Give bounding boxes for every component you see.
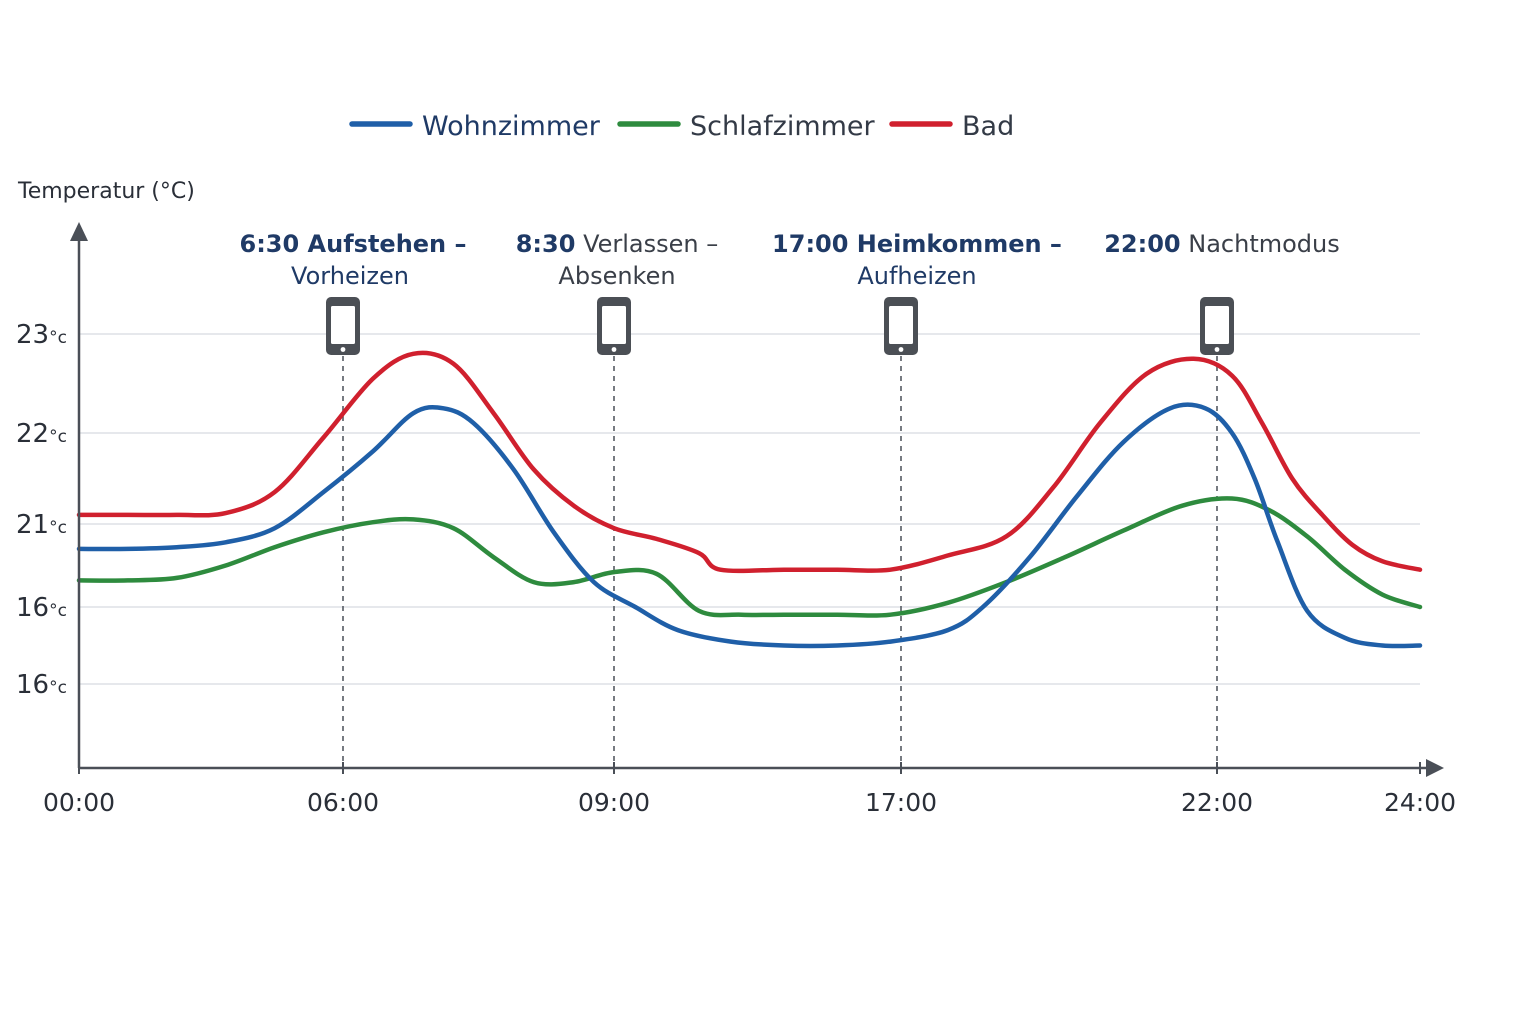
- annotation-subtitle: Vorheizen: [291, 262, 409, 290]
- legend: Wohnzimmer Schlafzimmer Bad: [349, 111, 1014, 142]
- annotation-title: 8:30 Verlassen –: [516, 230, 719, 258]
- legend-label: Wohnzimmer: [422, 111, 601, 142]
- y-tick-label: 23°c: [16, 320, 67, 350]
- x-tick-labels: 00:00 06:00 09:00 17:00 22:00 24:00: [43, 788, 1456, 817]
- y-axis-arrow-icon: [70, 222, 88, 241]
- x-tick-label: 22:00: [1181, 788, 1253, 817]
- legend-label: Bad: [962, 111, 1014, 142]
- legend-item: Bad: [889, 111, 1014, 142]
- annotation-subtitle: Absenken: [558, 262, 675, 290]
- x-tick-label: 24:00: [1384, 788, 1456, 817]
- legend-label: Schlafzimmer: [690, 111, 876, 142]
- event-annotation: 17:00 Heimkommen – Aufheizen: [772, 230, 1062, 290]
- y-tick-label: 16°c: [16, 670, 67, 700]
- series-line-wohnzimmer: [76, 402, 1423, 649]
- y-axis-label: Temperatur (°C): [17, 179, 195, 204]
- axes: [70, 222, 1444, 777]
- y-tick-label: 22°c: [16, 419, 67, 449]
- y-tick-labels: 23°c 22°c 21°c 16°c 16°c: [16, 320, 67, 700]
- x-tick-label: 17:00: [865, 788, 937, 817]
- smartphone-icon: [326, 297, 360, 355]
- smartphone-icon: [597, 297, 631, 355]
- event-annotation: 8:30 Verlassen – Absenken: [516, 230, 719, 290]
- y-tick-label: 21°c: [16, 510, 67, 540]
- gridlines: [79, 333, 1420, 685]
- x-tick-label: 09:00: [578, 788, 650, 817]
- legend-item: Wohnzimmer: [349, 111, 601, 142]
- event-annotation: 22:00 Nachtmodus: [1104, 230, 1340, 258]
- x-tick-label: 06:00: [307, 788, 379, 817]
- event-annotation: 6:30 Aufstehen – Vorheizen: [240, 230, 467, 290]
- event-annotations: 6:30 Aufstehen – Vorheizen 8:30 Verlassen …: [240, 230, 1340, 290]
- series-line-bad: [76, 350, 1423, 574]
- smartphone-icon: [884, 297, 918, 355]
- smartphone-icon: [1200, 297, 1234, 355]
- annotation-title: 17:00 Heimkommen –: [772, 230, 1062, 258]
- event-markers: [326, 297, 1234, 768]
- legend-item: Schlafzimmer: [617, 111, 876, 142]
- y-tick-label: 16°c: [16, 593, 67, 623]
- series-line-schlafzimmer: [76, 496, 1423, 618]
- annotation-title: 22:00 Nachtmodus: [1104, 230, 1340, 258]
- series-lines: [76, 350, 1423, 649]
- annotation-subtitle: Aufheizen: [857, 262, 976, 290]
- annotation-title: 6:30 Aufstehen –: [240, 230, 467, 258]
- x-axis-arrow-icon: [1426, 759, 1444, 777]
- x-tick-label: 00:00: [43, 788, 115, 817]
